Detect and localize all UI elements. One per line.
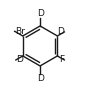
Text: Br: Br bbox=[15, 27, 25, 36]
Text: F: F bbox=[59, 55, 64, 64]
Text: D: D bbox=[57, 27, 64, 36]
Text: D: D bbox=[37, 9, 44, 18]
Text: D: D bbox=[16, 55, 23, 64]
Text: D: D bbox=[37, 74, 44, 83]
